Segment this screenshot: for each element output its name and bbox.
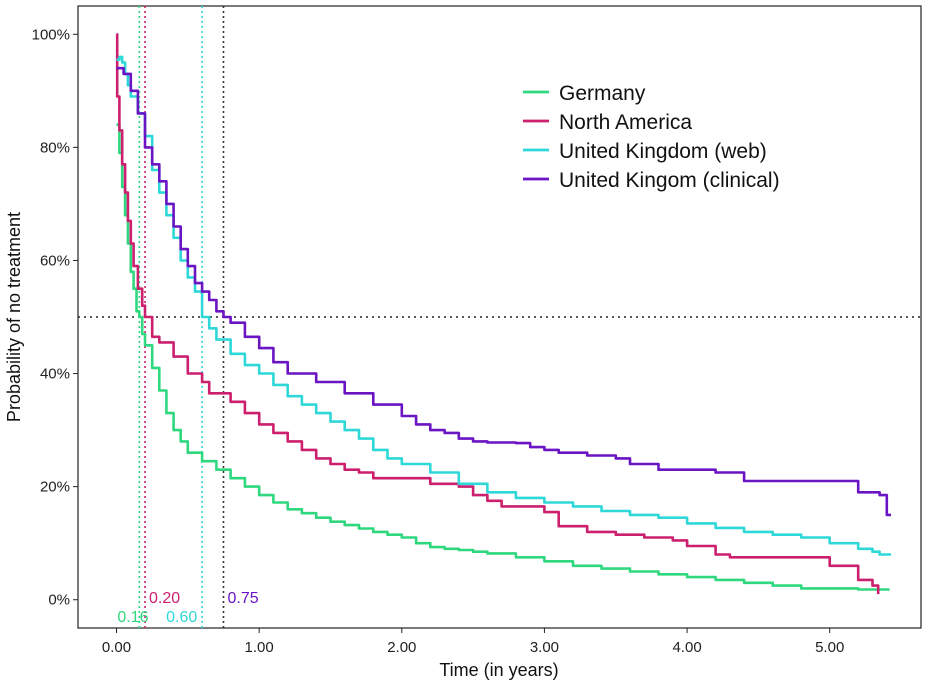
y-tick-label-4: 80% [40, 139, 70, 156]
x-axis-title: Time (in years) [439, 660, 558, 680]
series-line-2 [116, 55, 891, 556]
median-label-3: 0.75 [227, 590, 258, 607]
median-label-0: 0.16 [117, 609, 148, 626]
y-tick-label-0: 0% [48, 592, 70, 609]
x-tick-label-1: 1.00 [245, 639, 274, 656]
series-line-3 [116, 66, 891, 517]
x-tick-label-5: 5.00 [815, 639, 844, 656]
median-label-1: 0.20 [149, 590, 180, 607]
series-line-0 [116, 123, 890, 591]
x-tick-label-3: 3.00 [530, 639, 559, 656]
axes-layer: 0% 20% 40% 60% 80% 100% 0.00 1.00 2.00 3.00 4.00 5.… [32, 26, 845, 656]
y-tick-label-5: 100% [32, 26, 70, 43]
legend: Germany North America United Kingdom (web)… [523, 82, 780, 192]
y-tick-label-2: 40% [40, 366, 70, 383]
y-tick-label-3: 60% [40, 252, 70, 269]
x-tick-label-2: 2.00 [387, 639, 416, 656]
median-label-2: 0.60 [166, 609, 197, 626]
legend-label-1: North America [559, 111, 692, 134]
legend-label-2: United Kingdom (web) [559, 140, 767, 163]
x-tick-label-0: 0.00 [102, 639, 131, 656]
y-tick-label-1: 20% [40, 479, 70, 496]
legend-label-3: United Kingom (clinical) [559, 169, 780, 192]
y-axis-title: Probability of no treatment [4, 212, 24, 422]
legend-label-0: Germany [559, 82, 646, 105]
x-tick-label-4: 4.00 [672, 639, 701, 656]
lines-layer [78, 6, 921, 628]
series-line-1 [115, 33, 880, 595]
